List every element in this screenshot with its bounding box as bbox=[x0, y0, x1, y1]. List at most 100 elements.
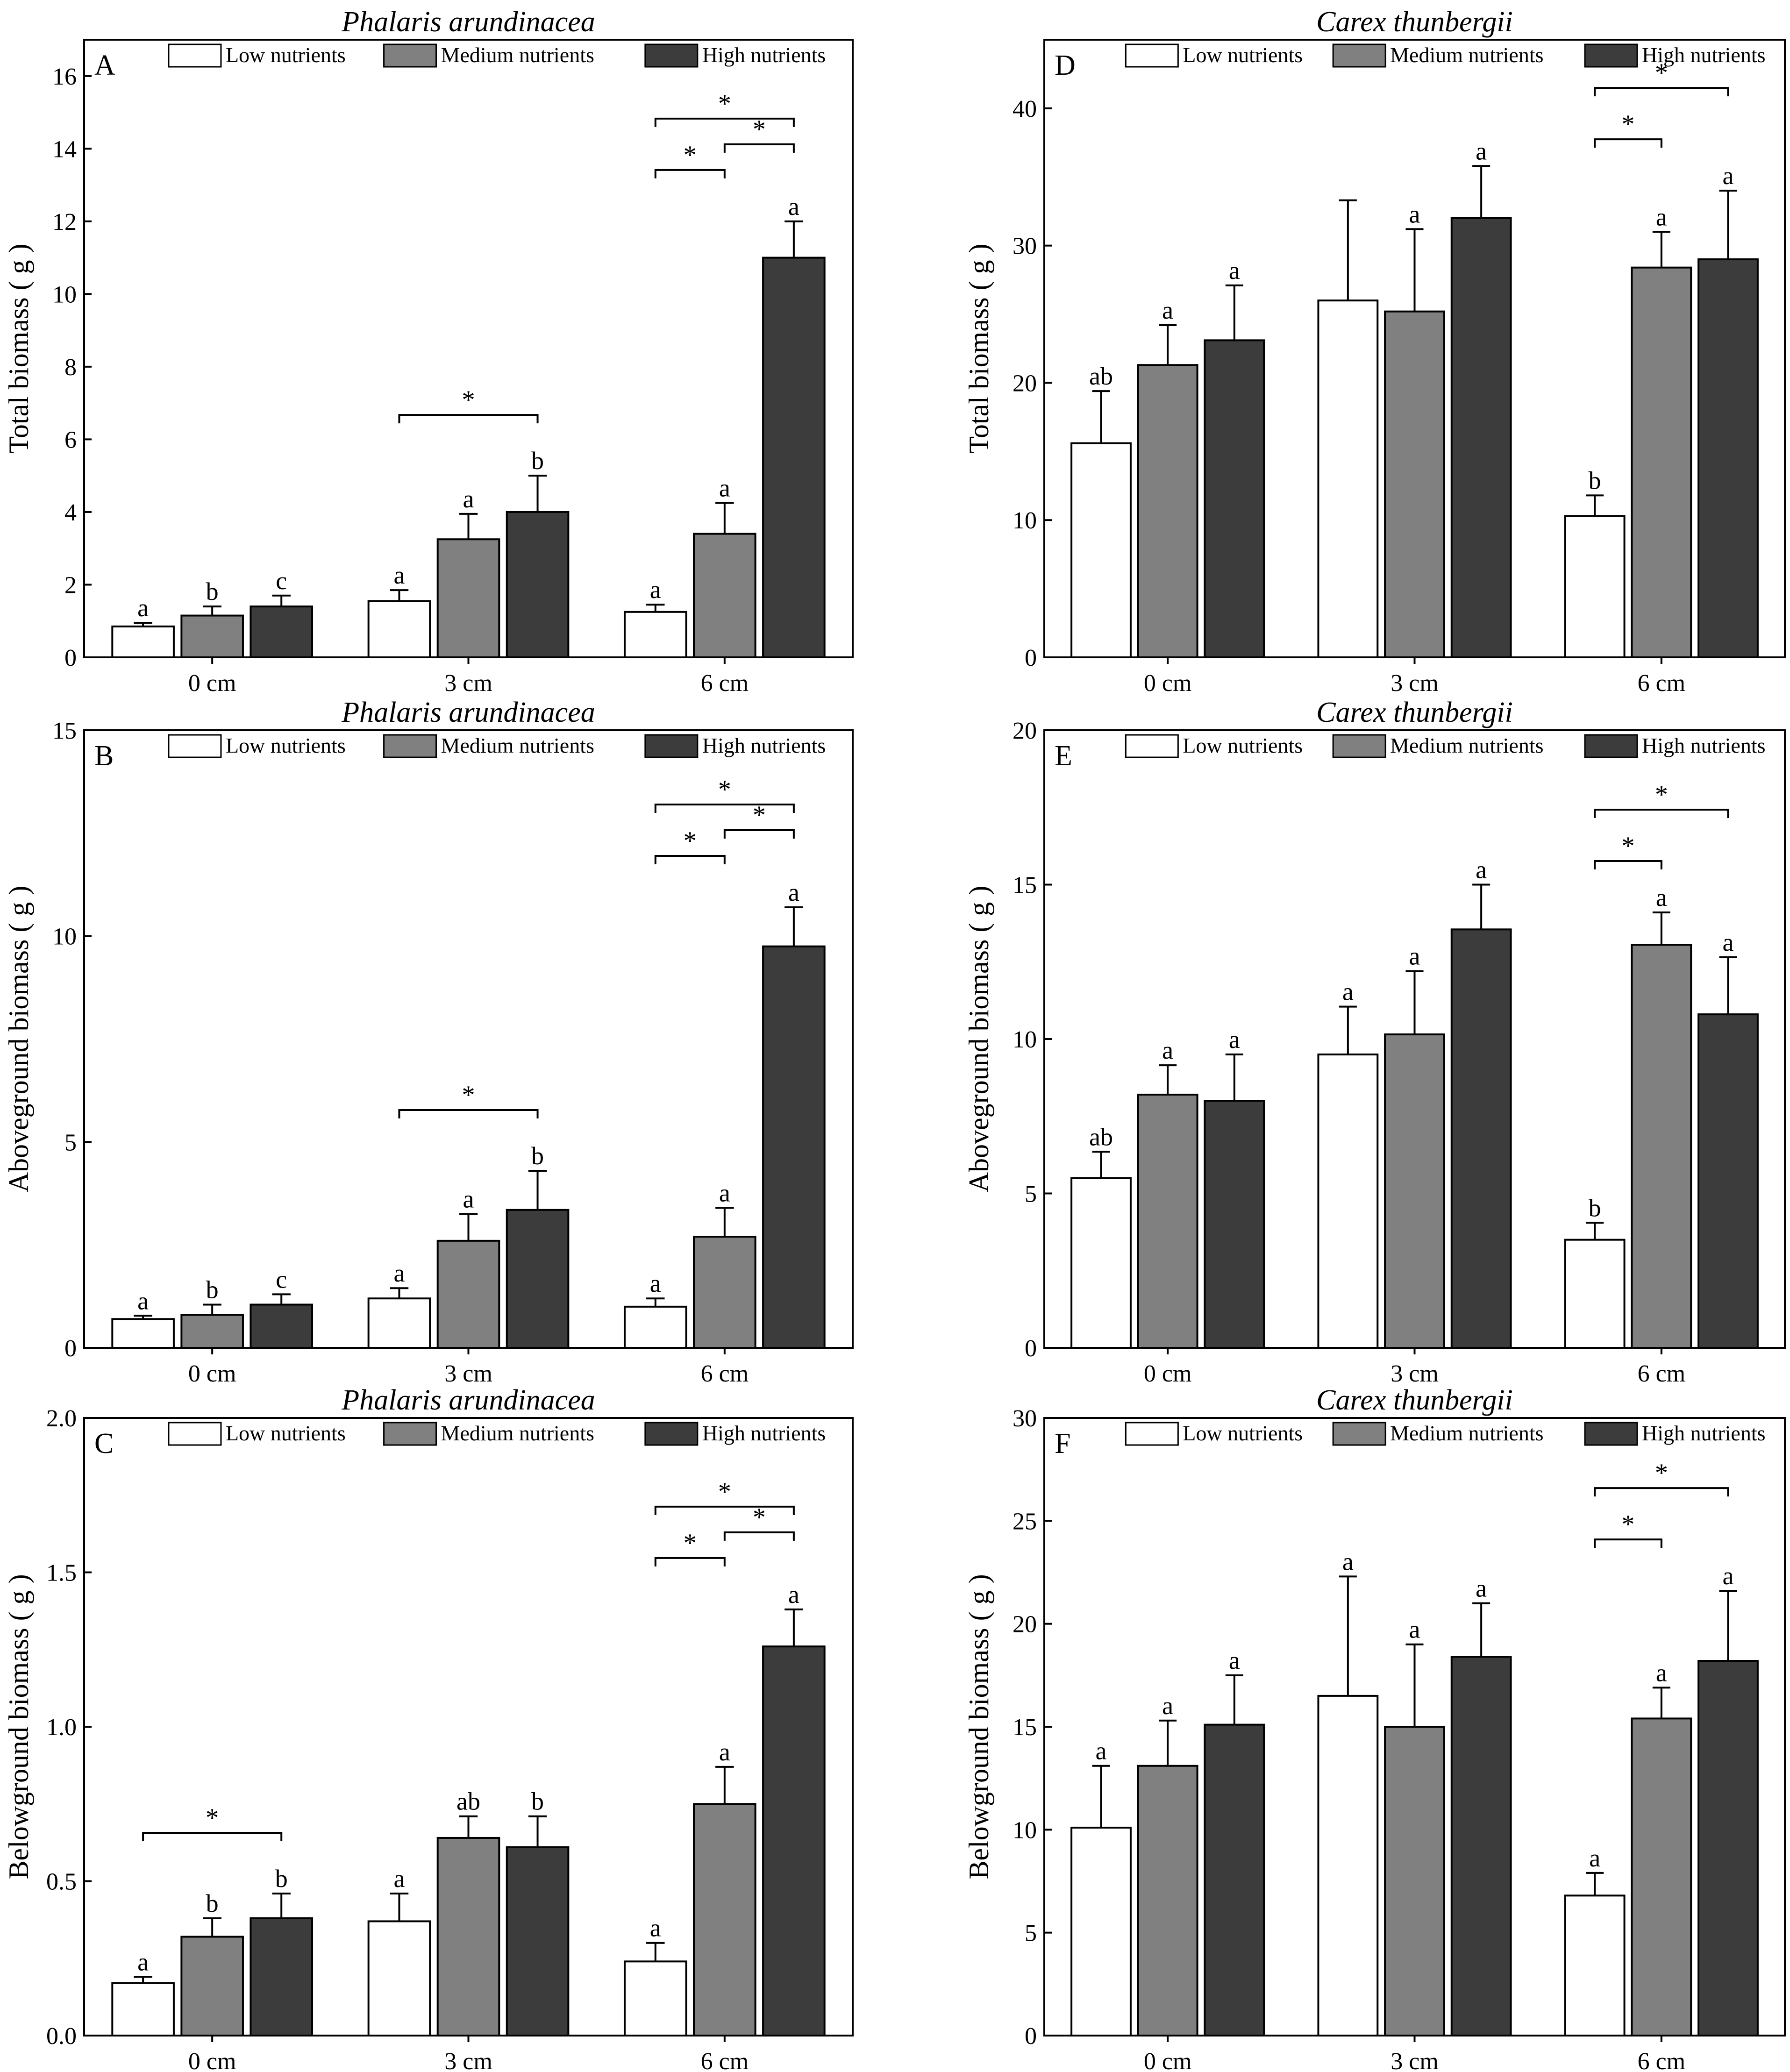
legend-label: Low nutrients bbox=[1183, 1421, 1303, 1445]
bar[interactable] bbox=[1204, 1723, 1265, 2036]
bar[interactable] bbox=[693, 1803, 756, 2036]
significance-star: * bbox=[684, 1529, 697, 1558]
significance-letter: a bbox=[393, 1259, 405, 1287]
bar[interactable] bbox=[250, 605, 314, 658]
bar[interactable] bbox=[1317, 1695, 1379, 2036]
bar[interactable] bbox=[1564, 1239, 1626, 1349]
bar[interactable] bbox=[623, 611, 687, 658]
bar[interactable] bbox=[623, 1960, 687, 2036]
bar[interactable] bbox=[250, 1303, 314, 1349]
significance-bracket bbox=[654, 854, 726, 864]
x-tick-label: 0 cm bbox=[1144, 670, 1192, 697]
significance-letter: a bbox=[393, 561, 405, 589]
x-tick-label: 3 cm bbox=[1391, 1360, 1439, 1387]
bar[interactable] bbox=[1070, 1826, 1132, 2037]
bar[interactable] bbox=[506, 511, 570, 658]
legend-swatch bbox=[1584, 43, 1638, 68]
significance-star: * bbox=[684, 141, 697, 170]
x-tick-label: 3 cm bbox=[444, 670, 492, 697]
significance-letter: a bbox=[788, 192, 799, 221]
legend-swatch bbox=[1125, 734, 1179, 758]
bar[interactable] bbox=[1317, 299, 1379, 658]
legend-label: High nutrients bbox=[1642, 733, 1765, 757]
significance-star: * bbox=[718, 1477, 731, 1506]
legend-label: High nutrients bbox=[1642, 1421, 1765, 1445]
y-tick-label: 15 bbox=[52, 718, 77, 744]
significance-letter: a bbox=[1409, 200, 1420, 228]
bar[interactable] bbox=[693, 1236, 756, 1349]
bar[interactable] bbox=[111, 625, 175, 659]
panel-label: A bbox=[94, 50, 115, 81]
y-tick-label: 10 bbox=[52, 281, 77, 308]
x-tick-label: 3 cm bbox=[1391, 2048, 1439, 2072]
legend-swatch bbox=[644, 43, 699, 68]
significance-letter: a bbox=[1229, 1646, 1240, 1674]
bar[interactable] bbox=[250, 1917, 314, 2036]
bar[interactable] bbox=[1450, 928, 1512, 1349]
panel-C: Phalaris arundinacea C 0.0 0.5 1.0 1.5 2.0 Belo… bbox=[3, 1384, 854, 2072]
bar[interactable] bbox=[1070, 442, 1132, 658]
significance-letter: a bbox=[463, 1185, 474, 1213]
bar[interactable] bbox=[1631, 266, 1692, 658]
bar[interactable] bbox=[1204, 1100, 1265, 1349]
bar[interactable] bbox=[180, 1936, 244, 2036]
significance-letter: a bbox=[1409, 942, 1420, 970]
bar[interactable] bbox=[623, 1305, 687, 1349]
bar[interactable] bbox=[436, 1239, 500, 1349]
bar[interactable] bbox=[762, 256, 826, 658]
bar[interactable] bbox=[367, 600, 431, 659]
bar[interactable] bbox=[1697, 258, 1759, 658]
bar[interactable] bbox=[111, 1982, 175, 2036]
chart-title: Phalaris arundinacea bbox=[341, 1384, 595, 1416]
bar[interactable] bbox=[1070, 1177, 1132, 1349]
significance-letter: a bbox=[1722, 928, 1733, 956]
bar[interactable] bbox=[1450, 217, 1512, 658]
significance-bracket bbox=[723, 1531, 795, 1541]
legend-swatch bbox=[1332, 1422, 1386, 1446]
y-tick-label: 20 bbox=[1013, 370, 1037, 397]
bar[interactable] bbox=[1631, 1717, 1692, 2036]
legend-swatch bbox=[1125, 1422, 1179, 1446]
y-tick-label: 10 bbox=[52, 924, 77, 950]
panel-D: Carex thunbergii D 0 10 20 30 40 Total biomass … bbox=[963, 6, 1786, 697]
bar[interactable] bbox=[436, 1837, 500, 2036]
panel-label: B bbox=[94, 740, 114, 772]
legend-label: Medium nutrients bbox=[441, 43, 594, 67]
bar[interactable] bbox=[1564, 1894, 1626, 2036]
bar[interactable] bbox=[367, 1297, 431, 1349]
bar[interactable] bbox=[1384, 1033, 1445, 1349]
significance-letter: a bbox=[1229, 256, 1240, 285]
bar[interactable] bbox=[1204, 339, 1265, 658]
legend-label: Medium nutrients bbox=[441, 733, 594, 757]
bar[interactable] bbox=[506, 1209, 570, 1349]
significance-letter: a bbox=[137, 1948, 149, 1976]
bar[interactable] bbox=[1697, 1659, 1759, 2036]
significance-letter: a bbox=[1162, 1692, 1173, 1720]
bar[interactable] bbox=[436, 538, 500, 658]
bar[interactable] bbox=[506, 1846, 570, 2037]
panel-label: C bbox=[94, 1428, 114, 1460]
bar[interactable] bbox=[1384, 310, 1445, 658]
bar[interactable] bbox=[1137, 1765, 1198, 2036]
significance-bracket bbox=[1594, 860, 1662, 869]
bar[interactable] bbox=[693, 533, 756, 658]
y-tick-label: 40 bbox=[1013, 96, 1037, 122]
legend-label: Medium nutrients bbox=[1390, 43, 1543, 67]
bar[interactable] bbox=[762, 1645, 826, 2036]
bar[interactable] bbox=[180, 1314, 244, 1349]
bar[interactable] bbox=[1137, 1093, 1198, 1349]
bar[interactable] bbox=[762, 945, 826, 1349]
bar[interactable] bbox=[1631, 944, 1692, 1349]
legend-swatch bbox=[383, 43, 437, 68]
bar[interactable] bbox=[367, 1920, 431, 2037]
bar[interactable] bbox=[1697, 1013, 1759, 1349]
bar[interactable] bbox=[1450, 1656, 1512, 2036]
bar[interactable] bbox=[1137, 364, 1198, 658]
bar[interactable] bbox=[1564, 515, 1626, 659]
bar[interactable] bbox=[111, 1318, 175, 1349]
bar[interactable] bbox=[1317, 1054, 1379, 1349]
x-tick-label: 6 cm bbox=[1638, 670, 1686, 697]
x-tick-label: 6 cm bbox=[701, 2048, 749, 2072]
bar[interactable] bbox=[1384, 1726, 1445, 2036]
bar[interactable] bbox=[180, 614, 244, 658]
